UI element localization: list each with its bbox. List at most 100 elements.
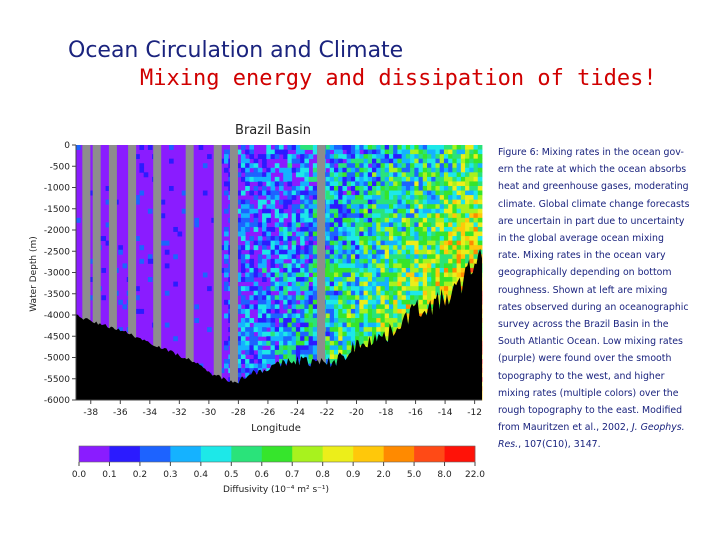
heatmap-cell bbox=[283, 313, 288, 319]
heatmap-cell bbox=[372, 213, 377, 219]
heatmap-cell bbox=[405, 176, 411, 182]
heatmap-cell bbox=[452, 263, 458, 269]
heatmap-cell bbox=[300, 190, 305, 196]
heatmap-cell bbox=[257, 199, 263, 205]
heatmap-cell bbox=[236, 322, 242, 328]
heatmap-cell bbox=[359, 199, 364, 205]
heatmap-cell bbox=[295, 295, 301, 301]
heatmap-cell bbox=[384, 172, 390, 178]
heatmap-cell bbox=[418, 254, 424, 260]
heatmap-cell bbox=[452, 208, 458, 214]
heatmap-cell bbox=[414, 290, 419, 296]
heatmap-cell bbox=[393, 281, 398, 287]
heatmap-cell bbox=[359, 322, 364, 328]
heatmap-cell bbox=[325, 304, 331, 310]
heatmap-cell bbox=[350, 295, 356, 301]
heatmap-cell bbox=[325, 345, 331, 351]
heatmap-cell bbox=[435, 213, 441, 219]
heatmap-cell bbox=[460, 158, 466, 164]
heatmap-cell bbox=[295, 277, 301, 282]
heatmap-cell bbox=[333, 308, 339, 314]
heatmap-cell bbox=[427, 231, 432, 237]
heatmap-cell bbox=[249, 349, 255, 355]
heatmap-cell bbox=[372, 226, 377, 232]
heatmap-cell bbox=[249, 331, 255, 337]
heatmap-cell bbox=[435, 231, 441, 237]
heatmap-cell bbox=[376, 163, 381, 169]
heatmap-cell bbox=[325, 213, 331, 219]
heatmap-cell bbox=[245, 277, 250, 282]
heatmap-cell bbox=[465, 149, 470, 155]
heatmap-cell bbox=[367, 331, 373, 337]
heatmap-cell bbox=[262, 277, 267, 282]
heatmap-cell bbox=[363, 190, 369, 196]
heatmap-cell bbox=[249, 176, 255, 182]
heatmap-cell bbox=[266, 176, 271, 182]
heatmap-cell bbox=[363, 213, 369, 219]
heatmap-cell bbox=[224, 226, 229, 232]
heatmap-cell bbox=[164, 322, 170, 328]
heatmap-cell bbox=[266, 208, 271, 214]
heatmap-cell bbox=[393, 154, 398, 160]
heatmap-cell bbox=[236, 359, 242, 364]
heatmap-cell bbox=[439, 190, 445, 196]
heatmap-cell bbox=[253, 245, 259, 251]
heatmap-cell bbox=[397, 195, 403, 201]
heatmap-cell bbox=[427, 263, 432, 269]
heatmap-cell bbox=[460, 204, 466, 210]
heatmap-cell bbox=[388, 167, 394, 173]
heatmap-cell bbox=[325, 322, 331, 328]
heatmap-cell bbox=[181, 190, 187, 196]
heatmap-cell bbox=[359, 299, 364, 305]
heatmap-cell bbox=[384, 272, 390, 278]
heatmap-cell bbox=[473, 222, 479, 228]
heatmap-cell bbox=[414, 254, 419, 260]
heatmap-cell bbox=[279, 149, 284, 155]
heatmap-cell bbox=[245, 254, 250, 260]
heatmap-cell bbox=[291, 318, 297, 323]
heatmap-cell bbox=[304, 213, 310, 219]
heatmap-cell bbox=[422, 199, 428, 205]
heatmap-cell bbox=[224, 231, 229, 237]
heatmap-cell bbox=[388, 145, 394, 150]
heatmap-cell bbox=[308, 199, 314, 205]
heatmap-cell bbox=[427, 267, 432, 273]
heatmap-cell bbox=[363, 340, 369, 346]
heatmap-cell bbox=[431, 181, 436, 187]
heatmap-cell bbox=[240, 236, 246, 242]
heatmap-cell bbox=[422, 240, 428, 246]
heatmap-cell bbox=[427, 245, 432, 251]
heatmap-cell bbox=[308, 277, 314, 282]
heatmap-cell bbox=[346, 158, 352, 164]
heatmap-cell bbox=[245, 217, 250, 223]
heatmap-cell bbox=[346, 349, 352, 355]
heatmap-cell bbox=[469, 213, 474, 219]
heatmap-cell bbox=[460, 258, 466, 264]
heatmap-cell bbox=[405, 290, 411, 296]
heatmap-cell bbox=[401, 204, 407, 210]
heatmap-cell bbox=[414, 204, 419, 210]
heatmap-cell bbox=[443, 281, 449, 287]
heatmap-cell bbox=[477, 204, 483, 210]
heatmap-cell bbox=[270, 185, 276, 191]
heatmap-cell bbox=[270, 199, 276, 205]
heatmap-cell bbox=[414, 167, 419, 173]
heatmap-cell bbox=[452, 158, 458, 164]
heatmap-cell bbox=[367, 313, 373, 319]
heatmap-cell bbox=[147, 277, 153, 282]
heatmap-cell bbox=[384, 163, 390, 169]
heatmap-cell bbox=[266, 213, 271, 219]
heatmap-cell bbox=[376, 199, 381, 205]
heatmap-cell bbox=[380, 154, 386, 160]
heatmap-cell bbox=[359, 336, 364, 342]
heatmap-cell bbox=[431, 185, 436, 191]
heatmap-cell bbox=[355, 327, 360, 333]
heatmap-cell bbox=[456, 190, 462, 196]
heatmap-cell bbox=[287, 226, 293, 232]
heatmap-cell bbox=[401, 158, 407, 164]
heatmap-cell bbox=[350, 299, 356, 305]
heatmap-cell bbox=[427, 277, 432, 282]
heatmap-cell bbox=[393, 190, 398, 196]
heatmap-cell bbox=[325, 172, 331, 178]
heatmap-cell bbox=[465, 190, 470, 196]
